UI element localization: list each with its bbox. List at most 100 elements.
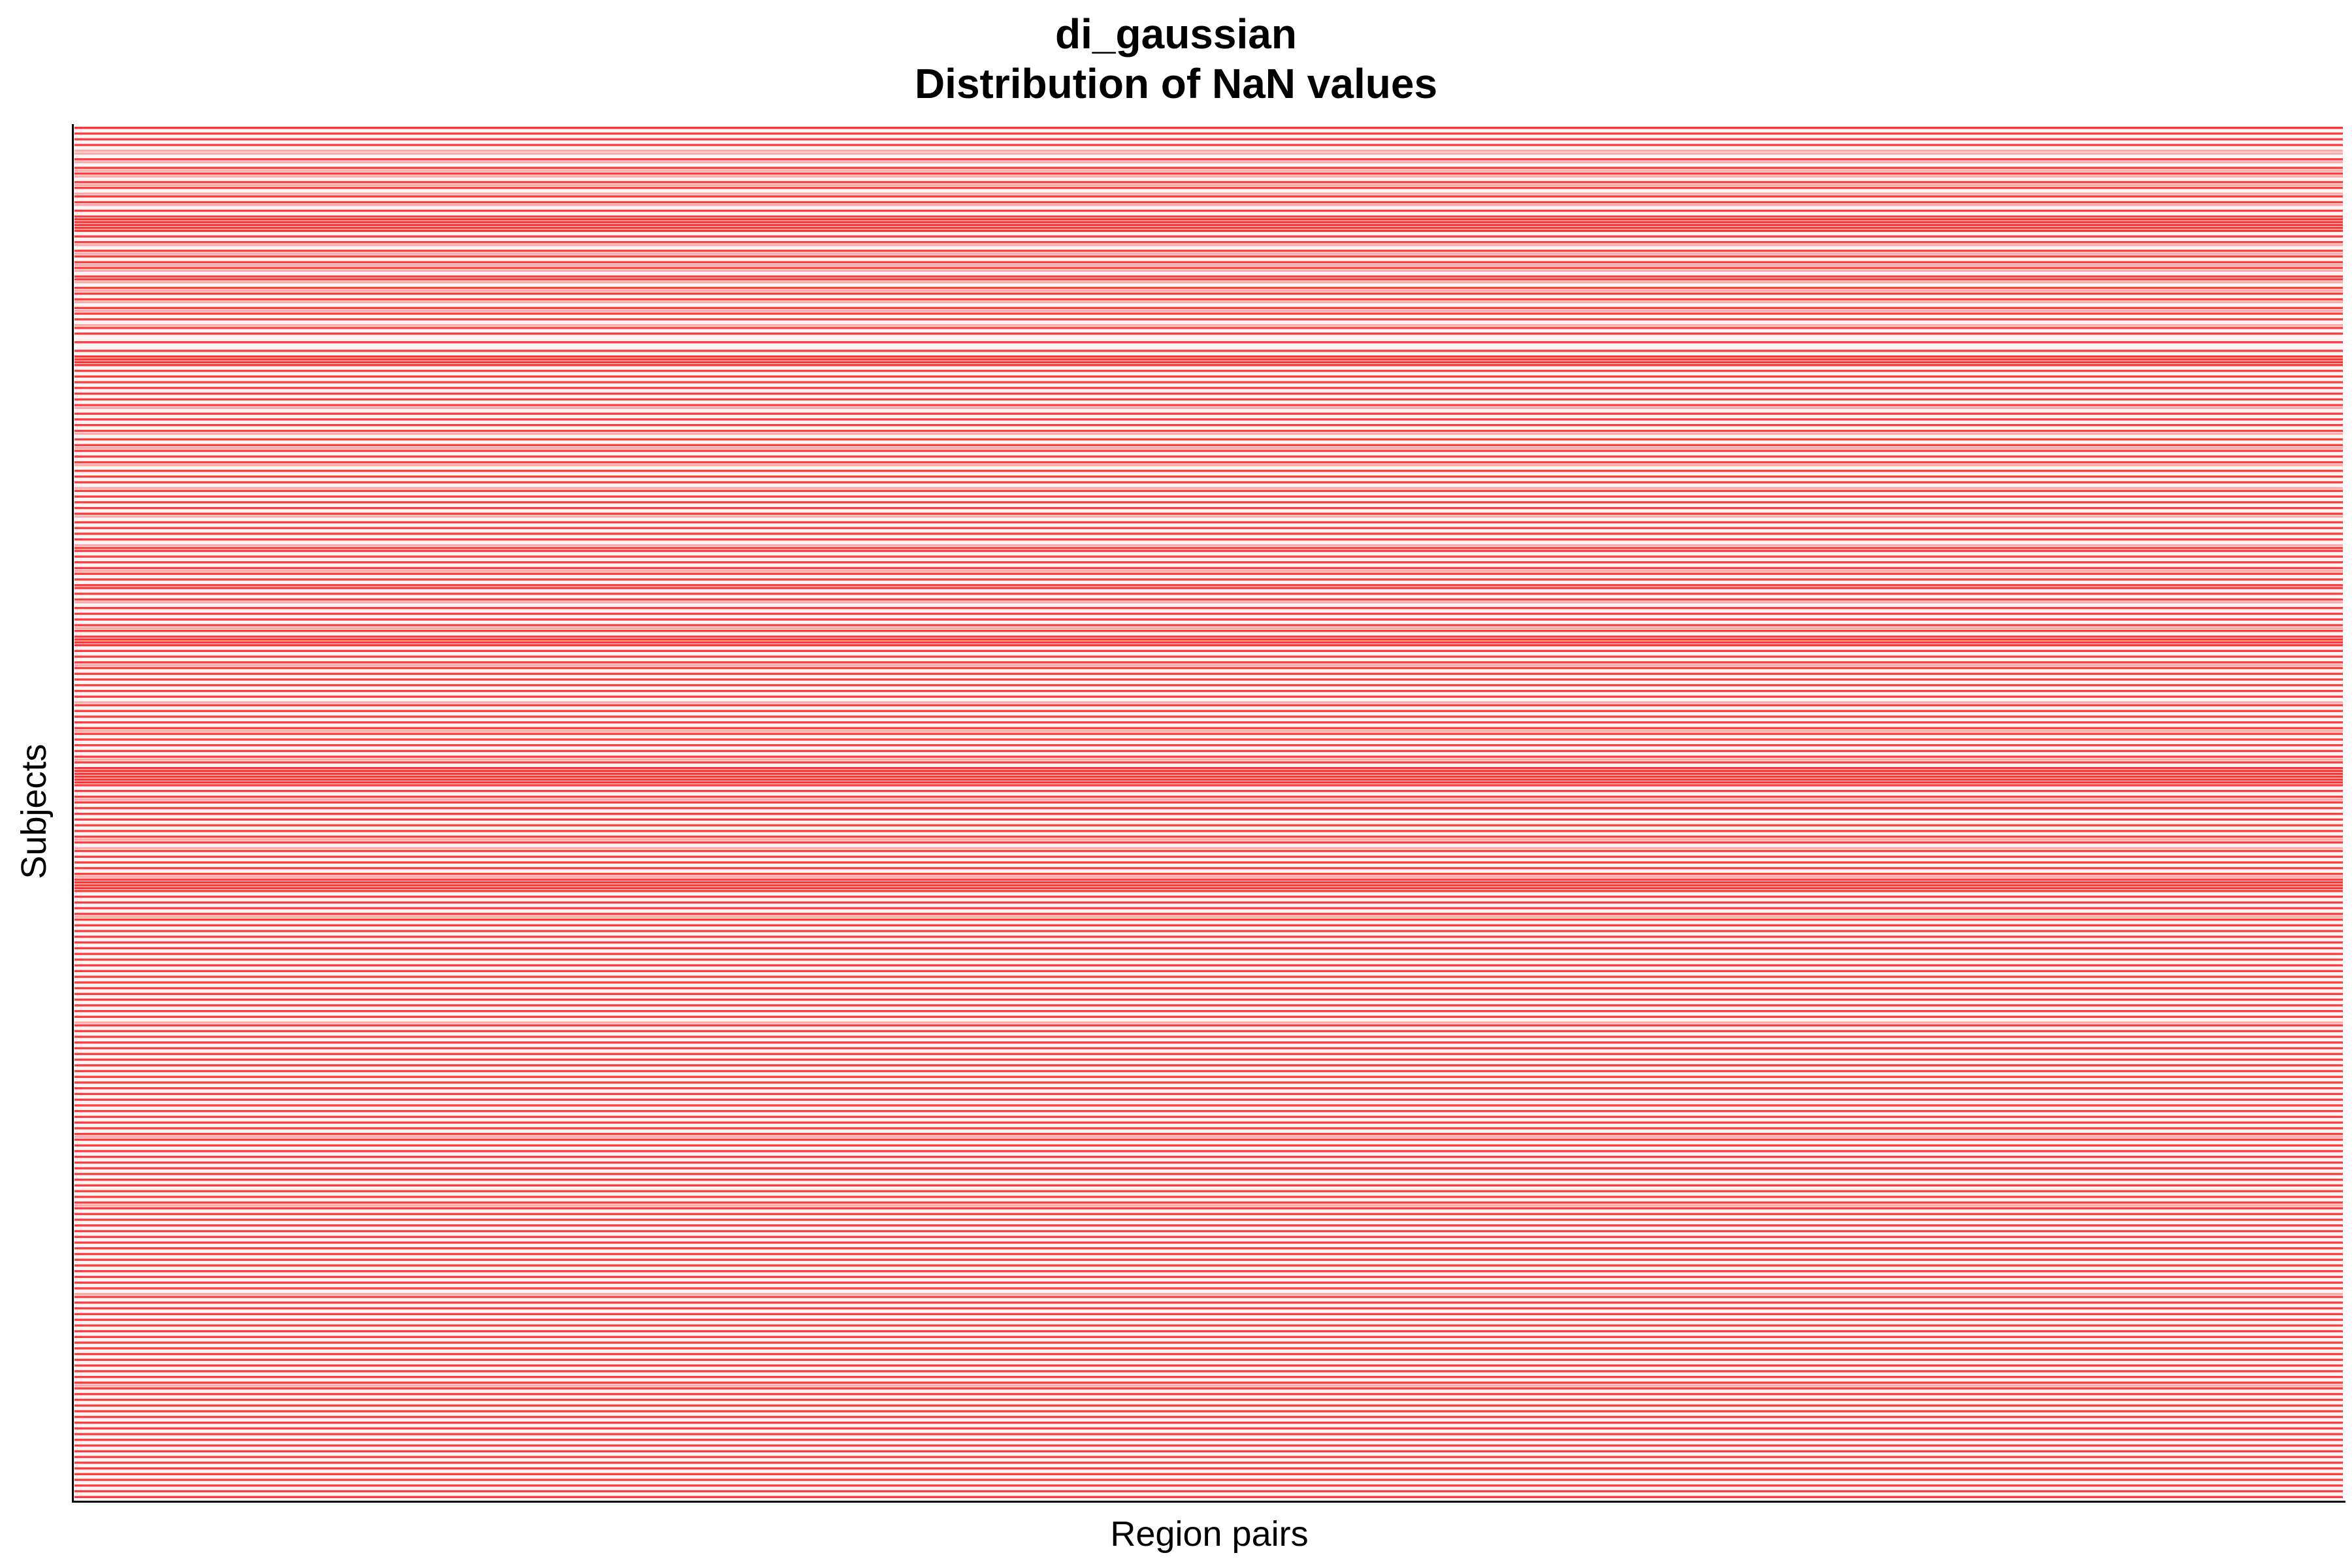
heatmap-row	[74, 790, 2343, 792]
heatmap-row	[74, 244, 2343, 246]
heatmap-row	[74, 1098, 2343, 1101]
heatmap-row	[74, 855, 2343, 858]
heatmap-row	[74, 664, 2343, 666]
heatmap-row	[74, 884, 2343, 887]
heatmap-row	[74, 466, 2343, 470]
heatmap-row	[74, 1484, 2343, 1487]
heatmap-row	[74, 670, 2343, 672]
heatmap-row	[74, 593, 2343, 595]
heatmap-row	[74, 1462, 2343, 1464]
heatmap-row	[74, 1007, 2343, 1009]
heatmap-row	[74, 601, 2343, 604]
heatmap-row	[74, 1370, 2343, 1373]
heatmap-rows	[74, 127, 2343, 1499]
heatmap-row	[74, 1070, 2343, 1073]
heatmap-row	[74, 676, 2343, 678]
heatmap-row	[74, 772, 2343, 776]
heatmap-row	[74, 1235, 2343, 1238]
heatmap-row	[74, 1009, 2343, 1013]
y-axis-label: Subjects	[14, 743, 54, 879]
heatmap-row	[74, 881, 2343, 884]
heatmap-row	[74, 815, 2343, 818]
heatmap-row	[74, 1293, 2343, 1296]
heatmap-row	[74, 292, 2343, 295]
heatmap-row	[74, 1304, 2343, 1307]
heatmap-row	[74, 1367, 2343, 1370]
heatmap-row	[74, 298, 2343, 301]
heatmap-row	[74, 138, 2343, 140]
heatmap-row	[74, 961, 2343, 964]
heatmap-row	[74, 864, 2343, 867]
heatmap-row	[74, 329, 2343, 333]
heatmap-row	[74, 744, 2343, 747]
heatmap-row	[74, 732, 2343, 735]
heatmap-row	[74, 510, 2343, 512]
heatmap-row	[74, 144, 2343, 146]
heatmap-row	[74, 1495, 2343, 1499]
heatmap-row	[74, 612, 2343, 615]
heatmap-row	[74, 707, 2343, 710]
heatmap-row	[74, 361, 2343, 364]
heatmap-row	[74, 632, 2343, 635]
heatmap-row	[74, 804, 2343, 807]
heatmap-row	[74, 689, 2343, 693]
heatmap-row	[74, 1032, 2343, 1036]
heatmap-row	[74, 853, 2343, 855]
heatmap-row	[74, 1181, 2343, 1184]
heatmap-row	[74, 1384, 2343, 1387]
heatmap-row	[74, 1418, 2343, 1421]
heatmap-row	[74, 412, 2343, 415]
heatmap-row	[74, 1084, 2343, 1087]
heatmap-row	[74, 1453, 2343, 1456]
heatmap-row	[74, 907, 2343, 909]
heatmap-row	[74, 369, 2343, 372]
heatmap-row	[74, 1387, 2343, 1390]
heatmap-row	[74, 364, 2343, 367]
heatmap-row	[74, 784, 2343, 787]
heatmap-row	[74, 444, 2343, 447]
heatmap-row	[74, 693, 2343, 695]
heatmap-row	[74, 990, 2343, 992]
heatmap-row	[74, 493, 2343, 495]
heatmap-row	[74, 278, 2343, 281]
heatmap-row	[74, 944, 2343, 947]
heatmap-row	[74, 1124, 2343, 1127]
heatmap-row	[74, 1027, 2343, 1030]
heatmap-row	[74, 352, 2343, 355]
heatmap-row	[74, 1398, 2343, 1401]
heatmap-row	[74, 1470, 2343, 1473]
heatmap-row	[74, 566, 2343, 570]
heatmap-row	[74, 847, 2343, 849]
heatmap-row	[74, 1024, 2343, 1027]
heatmap-row	[74, 672, 2343, 676]
heatmap-row	[74, 1261, 2343, 1264]
heatmap-row	[74, 1270, 2343, 1273]
heatmap-row	[74, 895, 2343, 898]
heatmap-row	[74, 155, 2343, 158]
heatmap-row	[74, 996, 2343, 998]
heatmap-row	[74, 181, 2343, 184]
heatmap-row	[74, 715, 2343, 718]
heatmap-row	[74, 552, 2343, 555]
heatmap-row	[74, 269, 2343, 272]
heatmap-row	[74, 558, 2343, 561]
heatmap-row	[74, 584, 2343, 587]
heatmap-row	[74, 452, 2343, 455]
heatmap-row	[74, 186, 2343, 189]
heatmap-row	[74, 758, 2343, 761]
heatmap-row	[74, 1333, 2343, 1335]
heatmap-row	[74, 858, 2343, 861]
heatmap-row	[74, 1393, 2343, 1396]
heatmap-row	[74, 161, 2343, 163]
heatmap-row	[74, 1458, 2343, 1462]
heatmap-row	[74, 1207, 2343, 1210]
heatmap-row	[74, 1335, 2343, 1339]
heatmap-row	[74, 1318, 2343, 1321]
heatmap-row	[74, 212, 2343, 215]
heatmap-row	[74, 930, 2343, 932]
heatmap-row	[74, 561, 2343, 564]
heatmap-row	[74, 1169, 2343, 1173]
heatmap-row	[74, 655, 2343, 658]
heatmap-row	[74, 150, 2343, 152]
heatmap-row	[74, 738, 2343, 741]
